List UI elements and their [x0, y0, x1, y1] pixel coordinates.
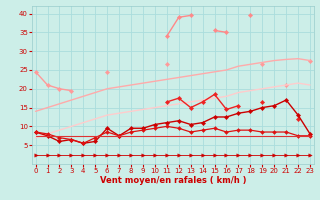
X-axis label: Vent moyen/en rafales ( km/h ): Vent moyen/en rafales ( km/h ) [100, 176, 246, 185]
